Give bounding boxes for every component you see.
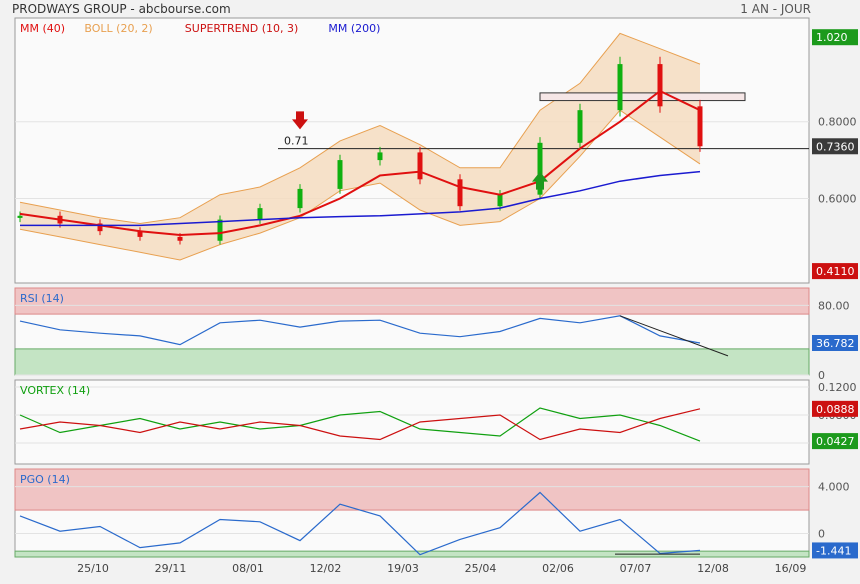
value-badge <box>812 29 858 46</box>
value-badge-label: 0.0888 <box>816 403 855 416</box>
y-tick-label: 80.00 <box>818 299 850 312</box>
legend-item: BOLL (20, 2) <box>84 22 152 35</box>
legend-item: SUPERTREND (10, 3) <box>185 22 299 35</box>
legend-item: MM (40) <box>20 22 65 35</box>
buy-arrow-icon <box>532 171 548 190</box>
value-badge-label: 1.020 <box>816 31 848 44</box>
legend-item: RSI (14) <box>20 292 64 305</box>
y-tick-label: 4.000 <box>818 481 850 494</box>
legend-item: MM (200) <box>328 22 380 35</box>
x-tick-label: 25/04 <box>465 562 497 575</box>
x-tick-label: 07/07 <box>620 562 652 575</box>
candle-body <box>257 208 263 220</box>
candle-body <box>297 188 303 209</box>
candle-body <box>697 106 703 147</box>
value-badge <box>812 542 858 559</box>
value-badge <box>812 334 858 351</box>
candle-body <box>17 215 23 218</box>
candle-body <box>657 64 663 107</box>
y-tick-label: 0.6000 <box>818 193 857 206</box>
candle-body <box>337 160 343 189</box>
indicator-zone <box>14 550 810 558</box>
support-line-label: 0.71 <box>284 135 309 148</box>
y-tick-label: 0.1200 <box>818 381 857 394</box>
value-badge <box>812 433 858 450</box>
mm200-line <box>20 170 701 227</box>
x-axis: 25/10 29/11 08/01 12/02 19/03 25/04 02/06 07/07… <box>77 562 806 575</box>
y-tick-label: 0.8000 <box>818 116 857 129</box>
candle-body <box>417 152 423 180</box>
rsi-panel: 80.00 0 RSI (14) 36.782 <box>14 287 858 382</box>
x-tick-label: 12/02 <box>310 562 342 575</box>
indicator-zone <box>14 348 810 376</box>
indicator-zone <box>14 287 810 315</box>
candle-body <box>97 223 103 232</box>
vortex-panel-frame <box>14 379 810 465</box>
value-badge-label: 0.4110 <box>816 265 855 278</box>
vortex-minus-line <box>19 408 701 441</box>
resistance-rectangle <box>539 92 746 102</box>
value-badge <box>812 263 858 280</box>
candle-body <box>577 110 583 143</box>
value-badge <box>812 138 858 155</box>
x-tick-label: 08/01 <box>232 562 264 575</box>
value-badge-label: -1.441 <box>816 544 851 557</box>
indicator-zone <box>14 468 810 511</box>
legend-item: PGO (14) <box>20 473 70 486</box>
x-tick-label: 25/10 <box>77 562 109 575</box>
y-tick-label: 0 <box>818 369 825 382</box>
legend-item: VORTEX (14) <box>20 384 90 397</box>
value-badge <box>812 400 858 417</box>
x-tick-label: 16/09 <box>775 562 807 575</box>
x-tick-label: 19/03 <box>387 562 419 575</box>
candle-body <box>497 194 503 207</box>
pgo-panel: 4.000 0 PGO (14) -1.441 <box>14 468 858 559</box>
value-badge-label: 36.782 <box>816 337 855 350</box>
price-panel: 0.6000 0.8000 0.71 MM (40) BOLL (20, 2) SUPER… <box>14 17 858 284</box>
mm40-line <box>19 89 701 237</box>
bollinger-upper-line <box>19 32 701 225</box>
vortex-panel: 0.12000.08000.0400VORTEX (14)0.08880.042… <box>14 379 858 465</box>
x-tick-label: 29/11 <box>155 562 187 575</box>
candle-body <box>617 64 623 111</box>
candle-body <box>137 231 143 237</box>
candle-body <box>217 219 223 241</box>
vortex-plus-line <box>19 407 701 442</box>
x-tick-label: 12/08 <box>697 562 729 575</box>
value-badge-label: 0.0427 <box>816 435 855 448</box>
candle-body <box>177 236 183 241</box>
candle-body <box>377 152 383 161</box>
sell-arrow-icon <box>292 111 308 130</box>
chart-title: PRODWAYS GROUP - abcbourse.com <box>12 2 231 16</box>
chart-period: 1 AN - JOUR <box>740 2 811 16</box>
value-badge-label: 0.7360 <box>816 140 855 153</box>
candle-body <box>537 142 543 195</box>
pgo-line <box>19 491 701 556</box>
y-tick-label: 0 <box>818 528 825 541</box>
x-tick-label: 02/06 <box>542 562 574 575</box>
rsi-line <box>19 315 701 346</box>
bollinger-band-fill <box>20 33 700 260</box>
rsi-trendline <box>619 315 729 357</box>
candle-body <box>457 179 463 207</box>
